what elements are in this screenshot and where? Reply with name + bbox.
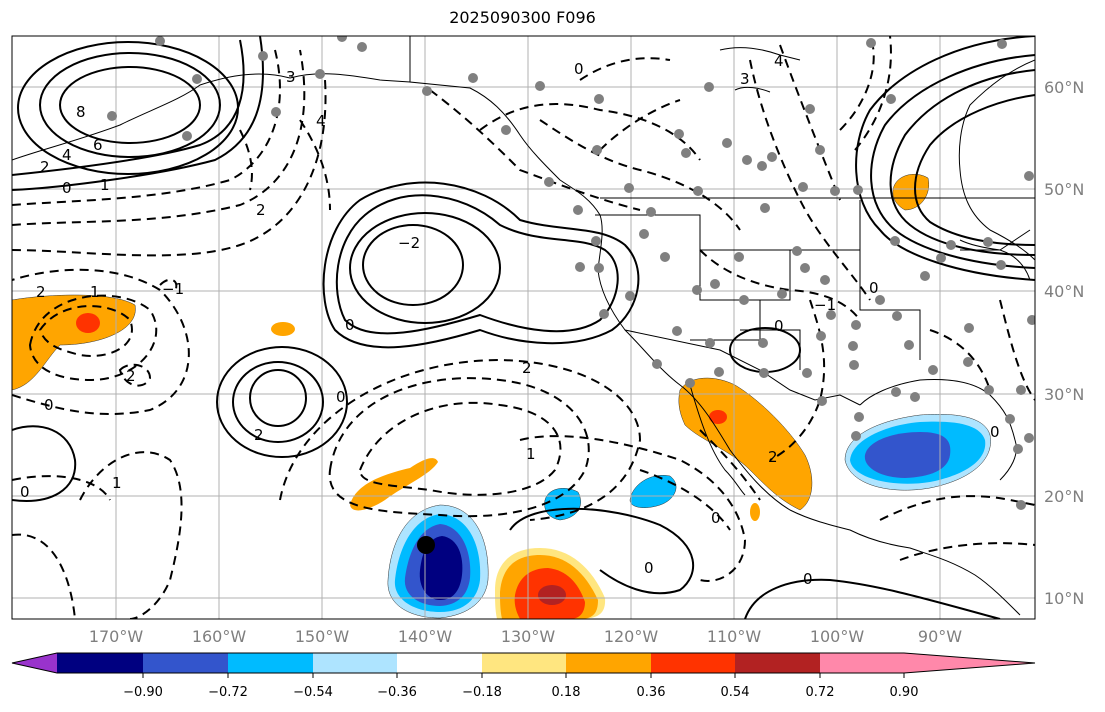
contour-label: 2 <box>768 448 778 466</box>
map-title: 2025090300 F096 <box>449 8 596 27</box>
colorbar-ticks <box>142 673 905 678</box>
contour-label: 0 <box>711 509 721 527</box>
contour-label: −2 <box>398 234 420 252</box>
contour-label: −1 <box>814 296 836 314</box>
contour-label: 2 <box>40 158 50 176</box>
colorbar-label: 0.18 <box>552 685 581 700</box>
colorbar-segment <box>482 653 566 673</box>
lon-label: 140°W <box>398 627 453 646</box>
contour-label: −1 <box>162 280 184 298</box>
contour-label: 2 <box>522 359 532 377</box>
colorbar-label: −0.72 <box>208 685 248 700</box>
shade-red-west <box>76 313 100 333</box>
contour-label: 3 <box>740 70 750 88</box>
colorbar-outline <box>11 652 1036 674</box>
contour-label: 3 <box>286 68 296 86</box>
colorbar-segment <box>143 653 228 673</box>
colorbar-label: −0.54 <box>293 685 333 700</box>
lat-label: 30°N <box>1044 385 1084 404</box>
colorbar-extend-high <box>904 653 1035 673</box>
contour-label: 0 <box>44 396 54 414</box>
contour-label: 1 <box>112 474 122 492</box>
contour-label: 1 <box>526 445 536 463</box>
colorbar-segment <box>820 653 904 673</box>
station-dots <box>107 36 1035 510</box>
contour-label: 2 <box>126 367 136 385</box>
shade-orange-north <box>892 174 930 211</box>
storm-marker <box>417 536 435 554</box>
contour-label: 2 <box>254 426 264 444</box>
lon-label: 170°W <box>89 627 144 646</box>
lon-label: 160°W <box>192 627 247 646</box>
contour-label: 0 <box>774 317 784 335</box>
lon-label: 120°W <box>604 627 659 646</box>
colorbar-label: 0.72 <box>806 685 835 700</box>
solid-contours <box>12 36 1035 619</box>
longitude-labels: 170°W 160°W 150°W 140°W 130°W 120°W 110°… <box>89 627 962 646</box>
shaded-regions <box>12 174 991 619</box>
colorbar-segment <box>313 653 397 673</box>
shade-orange-small <box>271 322 295 336</box>
map-frame <box>11 35 1036 620</box>
lat-label: 20°N <box>1044 487 1084 506</box>
contour-label: 4 <box>774 52 784 70</box>
colorbar-label: 0.36 <box>637 685 666 700</box>
dashed-contours <box>12 36 1035 619</box>
lat-label: 50°N <box>1044 180 1084 199</box>
lon-label: 90°W <box>918 627 962 646</box>
latitude-labels: 60°N 50°N 40°N 30°N 20°N 10°N <box>1044 78 1084 608</box>
lat-label: 40°N <box>1044 282 1084 301</box>
contour-label: 0 <box>345 316 355 334</box>
contour-label: 0 <box>644 559 654 577</box>
contour-label: 4 <box>316 112 326 130</box>
contour-label: 4 <box>62 146 72 164</box>
colorbar-segment <box>566 653 651 673</box>
colorbar-segment <box>651 653 735 673</box>
colorbar-segment <box>735 653 820 673</box>
shade-gulf-mid <box>864 432 951 478</box>
lon-label: 110°W <box>707 627 762 646</box>
colorbar-segment <box>228 653 313 673</box>
shade-orange-band <box>350 458 438 511</box>
colorbar-label: −0.36 <box>377 685 417 700</box>
colorbar-label: 0.54 <box>721 685 750 700</box>
contour-labels: 8 6 4 2 0 1 2 3 4 2 1 0 −1 2 −2 0 2 0 0 … <box>20 52 1000 588</box>
shade-blue-east <box>629 475 677 508</box>
lat-label: 10°N <box>1044 589 1084 608</box>
contour-label: 6 <box>93 136 103 154</box>
contour-label: 8 <box>76 103 86 121</box>
lon-label: 100°W <box>810 627 865 646</box>
shade-orange-mexico <box>678 377 813 511</box>
contour-label: 0 <box>62 179 72 197</box>
gridlines <box>12 36 1035 619</box>
shade-red-mexico <box>709 410 727 424</box>
contour-label: 2 <box>256 201 266 219</box>
shade-orange-west <box>12 294 136 391</box>
colorbar-label: −0.18 <box>462 685 502 700</box>
shade-orange-tiny <box>750 503 760 521</box>
contour-label: 2 <box>36 283 46 301</box>
colorbar: −0.90 −0.72 −0.54 −0.36 −0.18 0.18 0.36 … <box>11 652 1036 700</box>
contour-label: 0 <box>990 423 1000 441</box>
colorbar-extend-low <box>12 653 57 673</box>
contour-label: 1 <box>90 283 100 301</box>
colorbar-label: 0.90 <box>890 685 919 700</box>
lon-label: 150°W <box>295 627 350 646</box>
colorbar-segment <box>397 653 482 673</box>
contour-label: 0 <box>336 388 346 406</box>
lat-label: 60°N <box>1044 78 1084 97</box>
colorbar-segment <box>57 653 143 673</box>
contour-label: 0 <box>20 483 30 501</box>
contour-label: 1 <box>100 176 110 194</box>
colorbar-labels: −0.90 −0.72 −0.54 −0.36 −0.18 0.18 0.36 … <box>123 685 918 700</box>
lon-label: 130°W <box>501 627 556 646</box>
colorbar-label: −0.90 <box>123 685 163 700</box>
contour-label: 0 <box>869 279 879 297</box>
contour-label: 0 <box>574 60 584 78</box>
shade-darkred-south <box>538 585 566 605</box>
contour-label: 0 <box>803 570 813 588</box>
